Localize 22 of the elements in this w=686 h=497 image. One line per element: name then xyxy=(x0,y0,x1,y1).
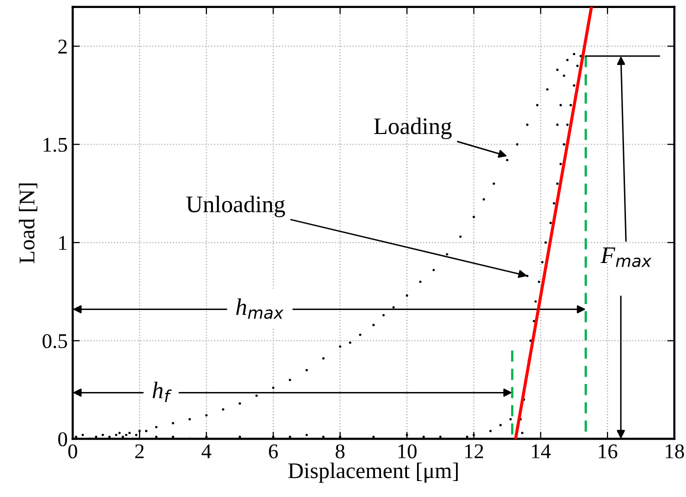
y-tick-label: 0.5 xyxy=(42,334,68,348)
y-axis-title: Load [N] xyxy=(18,184,38,264)
x-tick-label: 18 xyxy=(666,444,684,458)
x-tick-label: 14 xyxy=(532,444,551,458)
x-tick-label: 10 xyxy=(398,444,417,458)
x-tick-label: 2 xyxy=(135,444,144,458)
x-axis-title: Displacement [μm] xyxy=(288,462,458,483)
annotation: F$_{max}$ xyxy=(600,248,652,268)
x-tick-label: 6 xyxy=(268,444,278,458)
x-tick-label: 8 xyxy=(336,444,345,458)
annotation: h$_{max}$ xyxy=(236,298,284,319)
x-tick-label: 4 xyxy=(202,444,212,458)
x-tick-label: 0 xyxy=(68,444,78,458)
x-tick-label: 12 xyxy=(465,444,484,458)
y-tick-label: 0 xyxy=(58,432,68,446)
y-tick-label: 1.5 xyxy=(44,138,68,152)
x-tick-label: 16 xyxy=(598,444,618,458)
annotation: h$_{f}$ xyxy=(152,382,172,402)
y-tick-label: 2 xyxy=(58,40,67,54)
y-tick-label: 1 xyxy=(59,236,67,250)
annotation: Unloading xyxy=(186,196,285,218)
annotation: Loading xyxy=(374,118,452,140)
